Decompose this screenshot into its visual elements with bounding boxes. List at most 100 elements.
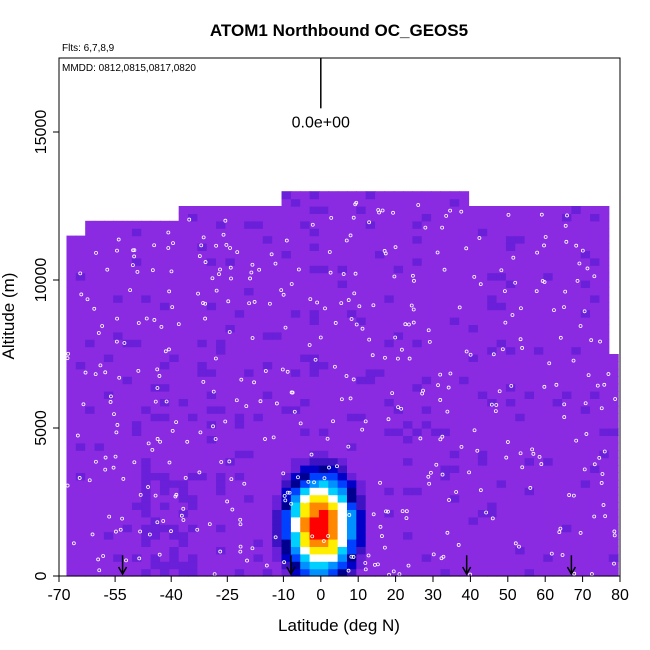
heatmap-cell: [608, 398, 619, 407]
track-point: [107, 514, 112, 519]
heatmap-cell: [234, 524, 245, 533]
heatmap-cell: [66, 257, 77, 266]
heatmap-cell: [131, 309, 142, 318]
heatmap-cell: [159, 280, 170, 288]
heatmap-cell: [505, 413, 516, 422]
heatmap-cell: [197, 405, 208, 414]
heatmap-cell: [356, 398, 367, 407]
heatmap-cell: [188, 398, 198, 407]
heatmap-cell: [599, 465, 610, 473]
heatmap-cell: [94, 272, 105, 281]
heatmap-cell: [449, 472, 460, 481]
track-point: [552, 308, 556, 313]
heatmap-cell: [281, 235, 292, 244]
heatmap-cell: [346, 531, 357, 540]
heatmap-cell: [562, 516, 572, 525]
x-tick-label: -25: [216, 587, 239, 604]
heatmap-cell: [262, 472, 273, 481]
heatmap-cell: [150, 265, 161, 274]
heatmap-cell: [113, 509, 124, 518]
track-point: [392, 274, 397, 279]
heatmap-cell: [552, 294, 563, 303]
heatmap-cell: [365, 331, 376, 340]
heatmap-cell: [197, 331, 208, 340]
heatmap-cell: [94, 413, 105, 422]
heatmap-cell: [468, 428, 479, 436]
heatmap-cell: [431, 280, 442, 288]
heatmap-cell: [197, 435, 208, 444]
heatmap-cell: [253, 317, 264, 325]
heatmap-cell: [85, 413, 96, 422]
heatmap-cell: [244, 457, 255, 466]
heatmap-cell: [188, 428, 198, 436]
heatmap-cell: [225, 243, 236, 251]
heatmap-cell: [253, 509, 264, 518]
heatmap-cell: [590, 324, 601, 333]
heatmap-cell: [337, 457, 348, 466]
heatmap-cell: [178, 243, 189, 251]
heatmap-cell: [449, 391, 460, 399]
heatmap-cell: [533, 524, 544, 533]
heatmap-cell: [216, 398, 227, 407]
heatmap-cell: [253, 494, 264, 503]
heatmap-cell: [94, 339, 105, 348]
heatmap-cell: [206, 309, 217, 318]
y-tick-label: 10000: [33, 258, 50, 303]
heatmap-cell: [505, 553, 516, 562]
track-point: [196, 291, 200, 296]
heatmap-cell: [122, 420, 133, 429]
heatmap-cell: [103, 420, 114, 429]
heatmap-cell: [244, 272, 255, 281]
track-point: [418, 436, 423, 441]
heatmap-cell: [309, 206, 320, 214]
heatmap-cell: [552, 368, 563, 377]
heatmap-cell: [580, 479, 591, 488]
heatmap-cell: [375, 494, 385, 503]
track-point: [280, 367, 285, 372]
heatmap-cell: [103, 428, 114, 436]
heatmap-cell: [431, 206, 442, 214]
heatmap-cell: [66, 502, 77, 510]
heatmap-cell: [122, 450, 133, 459]
heatmap-cell: [459, 220, 470, 229]
heatmap-cell: [384, 413, 395, 422]
heatmap-cell: [197, 487, 208, 496]
heatmap-cell: [206, 354, 217, 362]
heatmap-cell: [375, 243, 385, 251]
heatmap-cell: [449, 509, 460, 518]
heatmap-cell: [552, 220, 563, 229]
track-point: [578, 531, 583, 535]
track-point: [354, 322, 359, 327]
heatmap-cell: [562, 250, 572, 259]
heatmap-cell: [431, 413, 442, 422]
heatmap-cell: [403, 324, 414, 333]
heatmap-cell: [468, 287, 479, 296]
heatmap-cell: [234, 457, 245, 466]
scale-label: 0.0e+00: [292, 114, 350, 131]
heatmap-cell: [122, 405, 133, 414]
heatmap-cell: [94, 465, 105, 473]
heatmap-cell: [159, 302, 170, 311]
heatmap-cell: [234, 465, 245, 473]
heatmap-cell: [300, 228, 311, 237]
heatmap-cell: [159, 479, 170, 488]
heatmap-cell: [85, 568, 96, 577]
heatmap-cell: [580, 487, 591, 496]
track-point: [228, 246, 232, 250]
heatmap-cell: [328, 250, 339, 259]
heatmap-cell: [122, 331, 133, 340]
heatmap-cell: [300, 479, 311, 488]
track-point: [238, 549, 243, 554]
track-point: [109, 394, 113, 399]
heatmap-cell: [253, 250, 264, 259]
track-point: [580, 248, 585, 253]
heatmap-cell: [234, 442, 245, 451]
heatmap-cell: [608, 472, 619, 481]
heatmap-cell: [403, 339, 414, 348]
heatmap-cell: [562, 502, 572, 510]
heatmap-cell: [459, 442, 470, 451]
heatmap-cell: [94, 546, 105, 555]
heatmap-cell: [515, 516, 526, 525]
heatmap-cell: [431, 339, 442, 348]
heatmap-cell: [290, 206, 301, 214]
